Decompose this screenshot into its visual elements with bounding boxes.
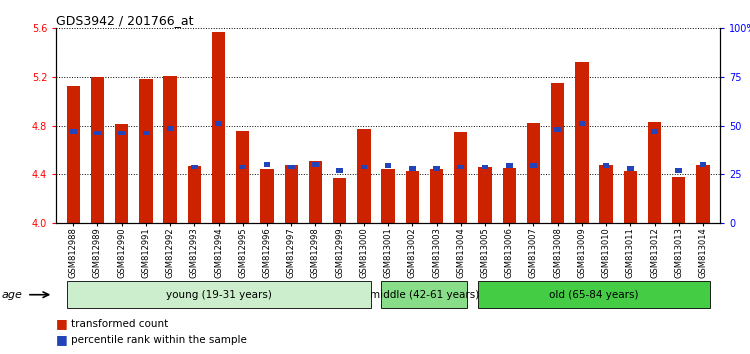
Bar (357, 129, 370, 223)
Bar (385, 164, 392, 168)
Bar (551, 83, 564, 223)
Bar (166, 126, 173, 131)
Bar (648, 122, 662, 223)
Bar (503, 168, 516, 223)
Bar (575, 62, 589, 223)
Bar (382, 170, 394, 223)
Bar (430, 170, 443, 223)
Bar (70, 129, 76, 134)
Bar (309, 161, 322, 223)
Bar (236, 131, 250, 223)
Bar (94, 131, 100, 135)
Bar (697, 165, 709, 223)
Bar (336, 168, 343, 173)
Text: GDS3942 / 201766_at: GDS3942 / 201766_at (56, 14, 194, 27)
Bar (91, 77, 104, 223)
Bar (361, 165, 368, 170)
Text: percentile rank within the sample: percentile rank within the sample (71, 335, 248, 345)
Bar (188, 166, 201, 223)
Text: age: age (2, 290, 22, 300)
Bar (526, 123, 540, 223)
Text: young (19-31 years): young (19-31 years) (166, 290, 272, 300)
Bar (333, 178, 346, 223)
Text: transformed count: transformed count (71, 319, 169, 329)
Bar (624, 171, 637, 223)
Bar (530, 164, 537, 168)
Bar (406, 171, 419, 223)
Text: ■: ■ (56, 333, 68, 346)
Bar (118, 131, 125, 135)
Bar (599, 165, 613, 223)
Bar (142, 131, 149, 135)
Bar (454, 132, 467, 223)
Bar (676, 168, 682, 173)
Bar (284, 165, 298, 223)
Bar (288, 165, 295, 170)
Bar (433, 166, 440, 171)
Bar (458, 165, 464, 170)
Bar (140, 79, 152, 223)
Bar (478, 167, 492, 223)
Bar (312, 162, 319, 167)
Bar (67, 86, 80, 223)
Bar (409, 166, 416, 171)
Bar (239, 165, 246, 170)
Bar (578, 121, 585, 126)
Bar (264, 162, 270, 167)
Bar (672, 177, 686, 223)
Bar (191, 165, 198, 170)
Bar (627, 166, 634, 171)
Bar (115, 125, 128, 223)
Bar (554, 127, 561, 132)
Bar (260, 170, 274, 223)
Bar (212, 32, 225, 223)
Bar (215, 121, 222, 126)
Bar (651, 129, 658, 134)
Text: ■: ■ (56, 318, 68, 330)
Text: old (65-84 years): old (65-84 years) (549, 290, 639, 300)
Bar (603, 164, 610, 168)
Bar (164, 76, 177, 223)
Bar (700, 162, 706, 167)
Bar (482, 165, 488, 170)
Text: middle (42-61 years): middle (42-61 years) (370, 290, 479, 300)
Bar (506, 164, 512, 168)
